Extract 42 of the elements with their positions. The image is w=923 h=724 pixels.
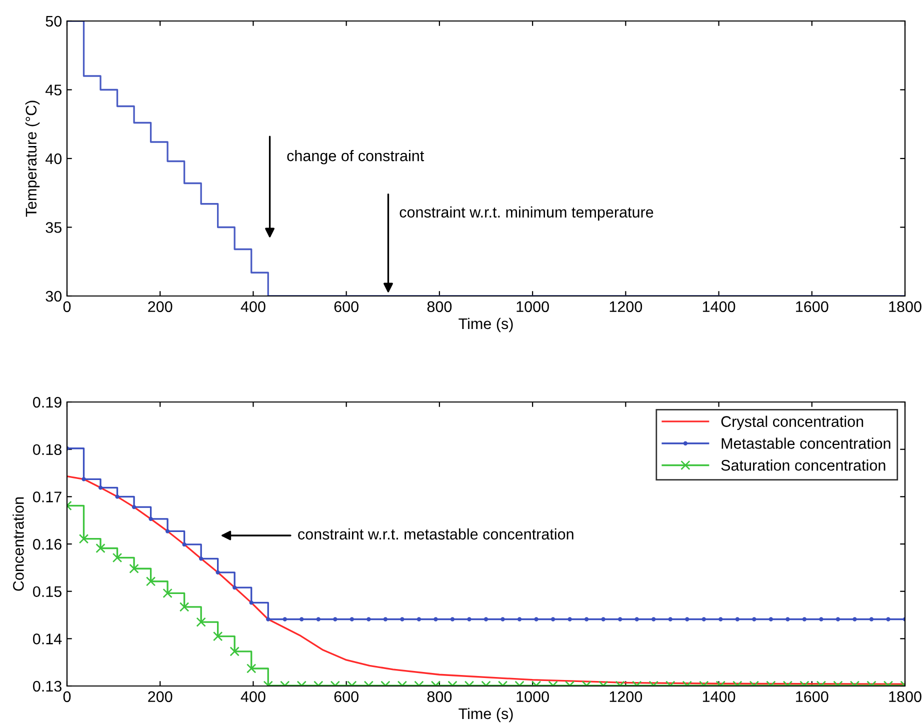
y-tick-label: 0.15 — [33, 586, 62, 598]
y-tick-label: 0.19 — [33, 396, 62, 408]
y-tick-label: 50 — [46, 16, 62, 27]
y-tick-label: 35 — [46, 222, 62, 233]
x-tick-label: 1800 — [889, 301, 922, 312]
legend-label: Crystal concentration — [721, 416, 864, 430]
annotation: change of constraint — [287, 150, 424, 164]
y-tick-label: 30 — [46, 290, 62, 302]
legend-label: Saturation concentration — [721, 460, 886, 471]
x-tick-label: 800 — [427, 691, 452, 702]
y-tick-label: 0.16 — [33, 538, 62, 550]
x-tick-label: 400 — [240, 301, 266, 312]
x-tick-label: 0 — [63, 691, 71, 702]
x-tick-label: 1600 — [796, 301, 828, 312]
y-tick-label: 40 — [46, 153, 62, 164]
x-tick-label: 1800 — [889, 691, 922, 702]
x-tick-label: 1400 — [702, 301, 736, 312]
x-tick-label: 1200 — [610, 691, 642, 702]
annotation: constraint w.r.t. minimum temperature — [400, 206, 654, 221]
x-tick-label: 600 — [334, 691, 358, 702]
x-tick-label: 1000 — [516, 691, 549, 702]
x-axis-title: Time (s) — [458, 708, 513, 722]
x-axis-title: Time (s) — [458, 318, 513, 332]
x-tick-label: 1200 — [610, 301, 642, 312]
y-axis-title: Temperature (°C) — [25, 100, 40, 217]
x-tick-label: 1600 — [796, 691, 828, 702]
x-tick-label: 1400 — [702, 691, 736, 702]
x-tick-label: 200 — [148, 301, 172, 312]
y-axis-title: Concentration — [12, 497, 24, 591]
x-tick-label: 0 — [63, 301, 71, 312]
y-tick-label: 0.13 — [33, 680, 62, 692]
annotation: constraint w.r.t. metastable concentration — [298, 528, 574, 540]
x-tick-label: 800 — [427, 301, 452, 312]
x-tick-label: 600 — [334, 301, 358, 312]
legend-label: Metastable concentration — [722, 438, 890, 449]
x-tick-label: 400 — [240, 691, 266, 702]
x-tick-label: 200 — [148, 691, 172, 702]
y-tick-label: 0.14 — [33, 634, 62, 644]
y-tick-label: 45 — [46, 84, 62, 96]
y-tick-label: 0.18 — [33, 444, 62, 456]
x-tick-label: 1000 — [516, 301, 549, 312]
y-tick-label: 0.17 — [33, 492, 62, 502]
